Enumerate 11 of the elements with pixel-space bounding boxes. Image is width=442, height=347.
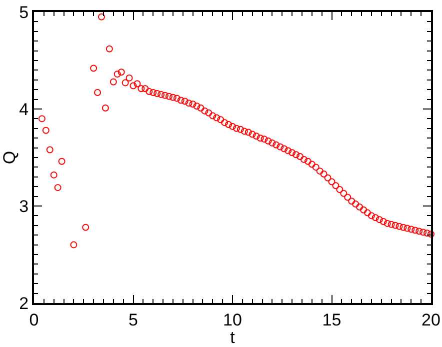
- x-tick-label: 20: [422, 310, 440, 330]
- y-tick-label: 3: [19, 196, 29, 216]
- x-tick-label: 5: [128, 310, 138, 330]
- x-tick-label: 10: [223, 310, 242, 330]
- x-tick-label: 15: [322, 310, 342, 330]
- y-tick-label: 5: [19, 2, 29, 22]
- y-tick-label: 4: [19, 100, 29, 119]
- x-axis-title: t: [230, 328, 236, 347]
- x-tick-label: 0: [29, 310, 39, 330]
- y-tick-label: 2: [19, 294, 29, 313]
- y-axis-title: Q: [0, 150, 19, 164]
